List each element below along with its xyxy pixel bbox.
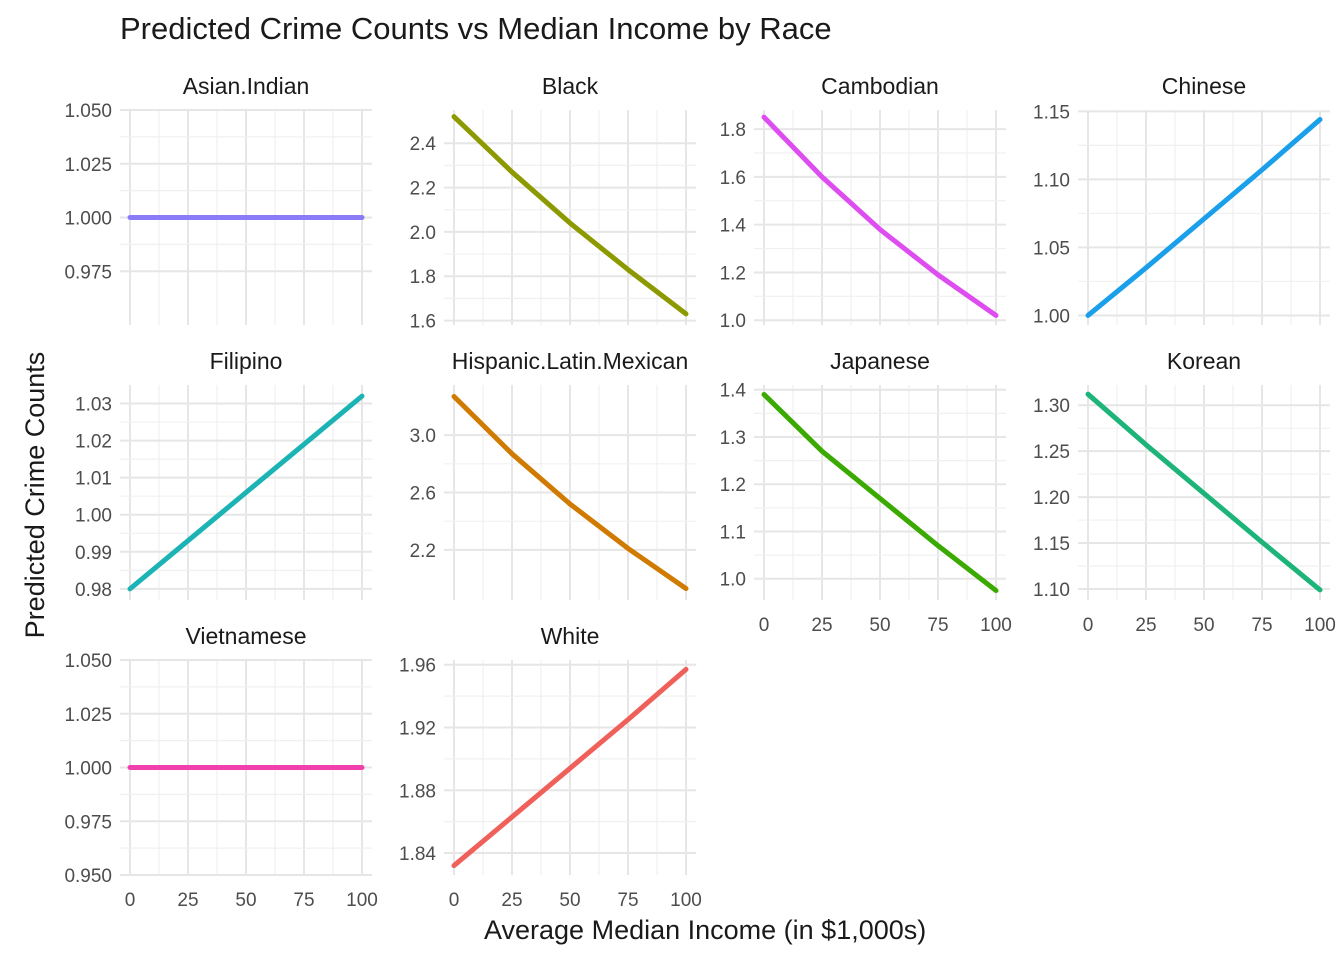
y-tick-label: 1.6 [720,168,746,189]
x-tick-label: 25 [1135,615,1156,636]
y-tick-label: 1.6 [410,312,436,333]
x-tick-label: 25 [811,615,832,636]
panel-title: Vietnamese [185,623,306,649]
y-tick-label: 1.84 [399,844,436,865]
y-tick-label: 1.050 [64,101,112,122]
y-tick-label: 1.1 [720,522,746,543]
series-line [127,393,365,592]
y-tick-label: 1.2 [720,475,746,496]
y-tick-label: 0.99 [75,543,112,564]
panel-title: White [541,623,600,649]
y-tick-label: 2.0 [410,223,436,244]
y-tick-label: 0.975 [64,812,112,833]
series-line [1085,117,1323,318]
panel-title: Korean [1167,348,1241,374]
y-tick-label: 1.025 [64,705,112,726]
x-tick-label: 0 [125,890,136,911]
y-tick-label: 1.10 [1033,580,1070,601]
x-tick-label: 50 [559,890,580,911]
panel-title: Asian.Indian [183,73,310,99]
y-tick-label: 1.4 [720,216,747,237]
x-tick-label: 50 [235,890,256,911]
y-tick-label: 1.3 [720,428,746,449]
y-tick-label: 2.4 [410,134,437,155]
y-tick-label: 1.000 [64,759,112,780]
y-tick-label: 1.000 [64,209,112,230]
y-tick-label: 1.025 [64,155,112,176]
series-line [761,114,999,318]
panel-title: Hispanic.Latin.Mexican [452,348,689,374]
x-tick-label: 25 [177,890,198,911]
x-tick-label: 100 [1304,615,1336,636]
series-line [451,666,689,869]
y-tick-label: 1.8 [410,267,436,288]
y-tick-label: 1.88 [399,781,436,802]
x-tick-label: 100 [980,615,1012,636]
y-tick-label: 1.20 [1033,488,1070,509]
x-tick-label: 75 [293,890,314,911]
series-line [451,114,689,317]
x-tick-label: 0 [1083,615,1094,636]
y-tick-label: 0.98 [75,580,112,601]
x-tick-label: 50 [1193,615,1214,636]
y-tick-label: 1.0 [720,570,746,591]
x-tick-label: 25 [501,890,522,911]
x-tick-label: 0 [759,615,770,636]
y-tick-label: 1.03 [75,395,112,416]
y-tick-label: 1.8 [720,120,746,141]
y-tick-label: 1.15 [1033,102,1070,123]
y-tick-label: 1.0 [720,311,746,332]
panel-title: Filipino [210,348,283,374]
y-tick-label: 1.02 [75,432,112,453]
x-tick-label: 100 [346,890,378,911]
series-line [1085,391,1323,593]
x-tick-label: 0 [449,890,460,911]
x-tick-label: 75 [1251,615,1272,636]
y-tick-label: 1.4 [720,381,747,402]
chart-title: Predicted Crime Counts vs Median Income … [120,11,832,46]
series-line [451,393,689,592]
y-tick-label: 2.2 [410,541,436,562]
y-tick-label: 1.00 [1033,306,1070,327]
y-tick-label: 2.2 [410,179,436,200]
y-tick-label: 1.96 [399,656,436,677]
y-tick-label: 1.10 [1033,170,1070,191]
panel-title: Black [542,73,599,99]
x-axis-title: Average Median Income (in $1,000s) [484,915,927,945]
x-tick-label: 50 [869,615,890,636]
panel-title: Japanese [830,348,930,374]
y-tick-label: 1.050 [64,651,112,672]
x-tick-label: 100 [670,890,702,911]
x-tick-label: 75 [927,615,948,636]
series-line [761,391,999,594]
y-tick-label: 1.15 [1033,534,1070,555]
y-tick-label: 1.92 [399,718,436,739]
x-tick-label: 75 [617,890,638,911]
y-tick-label: 1.00 [75,506,112,527]
y-tick-label: 1.05 [1033,238,1070,259]
y-tick-label: 1.30 [1033,396,1070,417]
y-tick-label: 1.01 [75,469,112,490]
y-tick-label: 2.6 [410,484,436,505]
y-tick-label: 3.0 [410,426,436,447]
panel-title: Cambodian [821,73,939,99]
y-tick-label: 1.2 [720,263,746,284]
panel-title: Chinese [1162,73,1246,99]
y-tick-label: 0.975 [64,262,112,283]
y-tick-label: 0.950 [64,866,112,887]
y-tick-label: 1.25 [1033,442,1070,463]
